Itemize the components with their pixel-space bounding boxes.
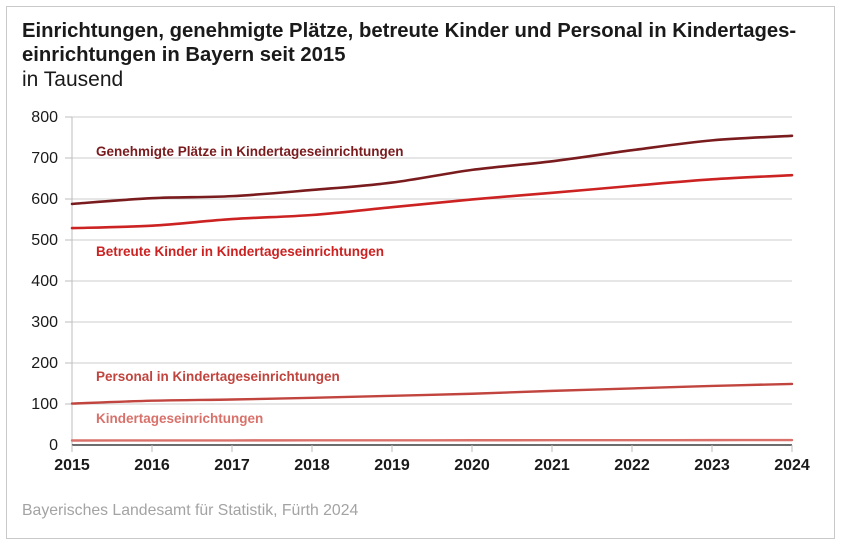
svg-text:2016: 2016: [134, 457, 170, 474]
svg-text:Genehmigte Plätze in Kindertag: Genehmigte Plätze in Kindertageseinricht…: [96, 144, 404, 159]
svg-text:200: 200: [31, 355, 58, 372]
svg-text:400: 400: [31, 273, 58, 290]
svg-text:2022: 2022: [614, 457, 650, 474]
svg-text:Betreute Kinder in Kindertages: Betreute Kinder in Kindertageseinrichtun…: [96, 244, 384, 259]
svg-text:2017: 2017: [214, 457, 250, 474]
svg-text:2019: 2019: [374, 457, 410, 474]
svg-text:Personal in Kindertageseinrich: Personal in Kindertageseinrichtungen: [96, 369, 340, 384]
svg-text:2018: 2018: [294, 457, 330, 474]
svg-text:2024: 2024: [774, 457, 810, 474]
svg-text:2015: 2015: [54, 457, 90, 474]
svg-text:2020: 2020: [454, 457, 490, 474]
svg-text:800: 800: [31, 109, 58, 126]
svg-text:Kindertageseinrichtungen: Kindertageseinrichtungen: [96, 411, 263, 426]
svg-text:2023: 2023: [694, 457, 730, 474]
svg-text:300: 300: [31, 314, 58, 331]
svg-text:0: 0: [49, 437, 58, 454]
svg-text:500: 500: [31, 232, 58, 249]
svg-text:100: 100: [31, 396, 58, 413]
svg-text:700: 700: [31, 150, 58, 167]
svg-text:2021: 2021: [534, 457, 570, 474]
svg-text:600: 600: [31, 191, 58, 208]
